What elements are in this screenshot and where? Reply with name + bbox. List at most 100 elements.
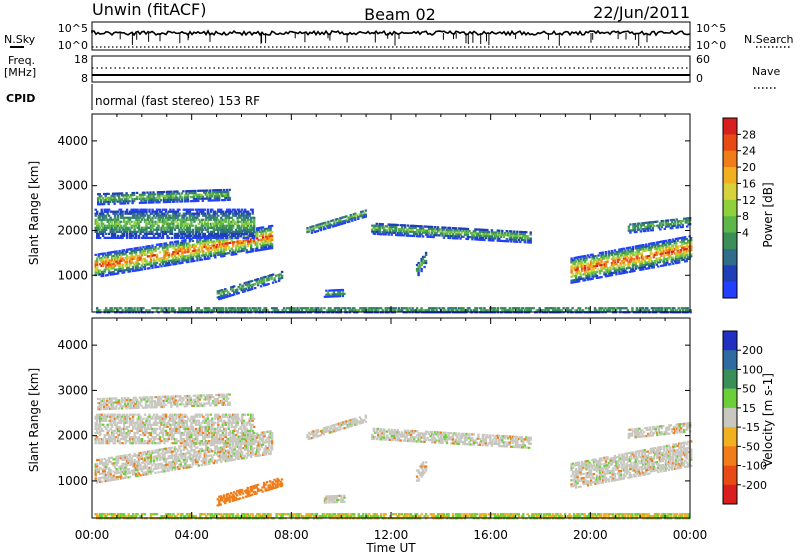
echo-cell	[113, 194, 116, 197]
echo-cell	[267, 225, 271, 228]
echo-cell	[659, 222, 662, 225]
echo-cell	[152, 236, 156, 239]
echo-cell	[556, 309, 559, 312]
echo-cell	[603, 267, 606, 270]
echo-cell	[381, 227, 384, 230]
echo-cell	[203, 220, 206, 223]
echo-cell	[102, 232, 105, 235]
echo-cell	[112, 273, 115, 276]
echo-cell	[441, 234, 444, 237]
echo-cell	[651, 223, 654, 226]
echo-cell	[112, 210, 115, 213]
echo-cell	[181, 307, 184, 310]
echo-cell	[193, 214, 196, 217]
echo-cell	[352, 217, 355, 220]
echo-cell	[194, 249, 198, 252]
echo-cell	[235, 212, 238, 215]
echo-cell	[655, 259, 658, 262]
echo-cell	[552, 307, 555, 310]
nave-tick-low: 0	[696, 72, 703, 85]
echo-cell	[586, 276, 590, 279]
echo-cell	[176, 210, 180, 213]
echo-cell	[519, 309, 522, 312]
echo-cell	[316, 223, 320, 226]
echo-cell	[287, 307, 290, 310]
echo-cell	[94, 253, 97, 256]
echo-cell	[115, 220, 118, 223]
echo-cell	[145, 208, 148, 211]
echo-cell	[377, 307, 380, 310]
echo-cell	[657, 265, 660, 268]
echo-cell	[669, 227, 672, 230]
echo-cell	[201, 195, 204, 198]
echo-cell	[239, 246, 242, 249]
colorbar-tick-label: 4	[742, 227, 749, 240]
echo-cell	[96, 265, 99, 268]
echo-cell	[374, 230, 377, 233]
echo-cell	[229, 226, 232, 229]
echo-cell	[176, 234, 180, 237]
echo-cell	[232, 309, 235, 312]
echo-cell	[510, 238, 513, 241]
echo-cell	[199, 208, 202, 211]
echo-cell	[181, 251, 184, 254]
echo-cell	[163, 214, 166, 217]
echo-cell	[600, 276, 603, 279]
echo-cell	[651, 252, 654, 255]
echo-cell	[310, 231, 314, 234]
echo-cell	[378, 307, 381, 310]
echo-cell	[364, 213, 367, 216]
echo-cell	[412, 224, 416, 227]
echo-cell	[194, 193, 197, 197]
echo-cell	[100, 472, 103, 475]
echo-cell	[642, 222, 646, 225]
echo-cell	[589, 261, 593, 264]
echo-cell	[122, 249, 126, 252]
echo-cell	[157, 232, 160, 235]
echo-cell	[684, 252, 687, 255]
echo-cell	[266, 235, 269, 238]
echo-cell	[429, 227, 432, 230]
echo-cell	[199, 242, 202, 245]
echo-cell	[621, 260, 624, 263]
echo-cell	[339, 223, 342, 226]
echo-cell	[632, 227, 635, 230]
echo-cell	[639, 266, 642, 269]
echo-cell	[277, 279, 281, 282]
echo-cell	[136, 216, 139, 219]
echo-cell	[672, 238, 675, 241]
echo-cell	[622, 255, 626, 258]
echo-cell	[134, 236, 138, 239]
echo-cell	[121, 309, 124, 312]
echo-cell	[209, 214, 212, 217]
echo-cell	[264, 243, 268, 247]
echo-cell	[143, 249, 147, 252]
echo-cell	[430, 227, 434, 231]
echo-cell	[122, 220, 126, 223]
echo-cell	[110, 251, 114, 254]
echo-cell	[109, 218, 112, 221]
echo-cell	[577, 307, 580, 310]
echo-cell	[188, 216, 192, 219]
echo-cell	[107, 202, 110, 206]
echo-cell	[405, 228, 408, 231]
echo-cell	[107, 271, 111, 274]
echo-cell	[118, 266, 121, 269]
echo-cell	[402, 307, 405, 310]
echo-cell	[107, 226, 111, 229]
colorbar-swatch	[723, 118, 737, 135]
echo-cell	[601, 255, 605, 258]
echo-cell	[514, 240, 517, 243]
echo-cell	[570, 271, 573, 274]
echo-cell	[253, 241, 256, 245]
echo-cell	[230, 226, 233, 229]
echo-cell	[678, 259, 681, 262]
echo-cell	[99, 218, 102, 221]
echo-cell	[266, 309, 269, 312]
echo-cell	[647, 227, 650, 230]
echo-cell	[595, 262, 599, 265]
echo-cell	[163, 254, 166, 257]
echo-cell	[185, 222, 189, 225]
echo-cell	[196, 226, 199, 229]
echo-cell	[157, 216, 160, 219]
